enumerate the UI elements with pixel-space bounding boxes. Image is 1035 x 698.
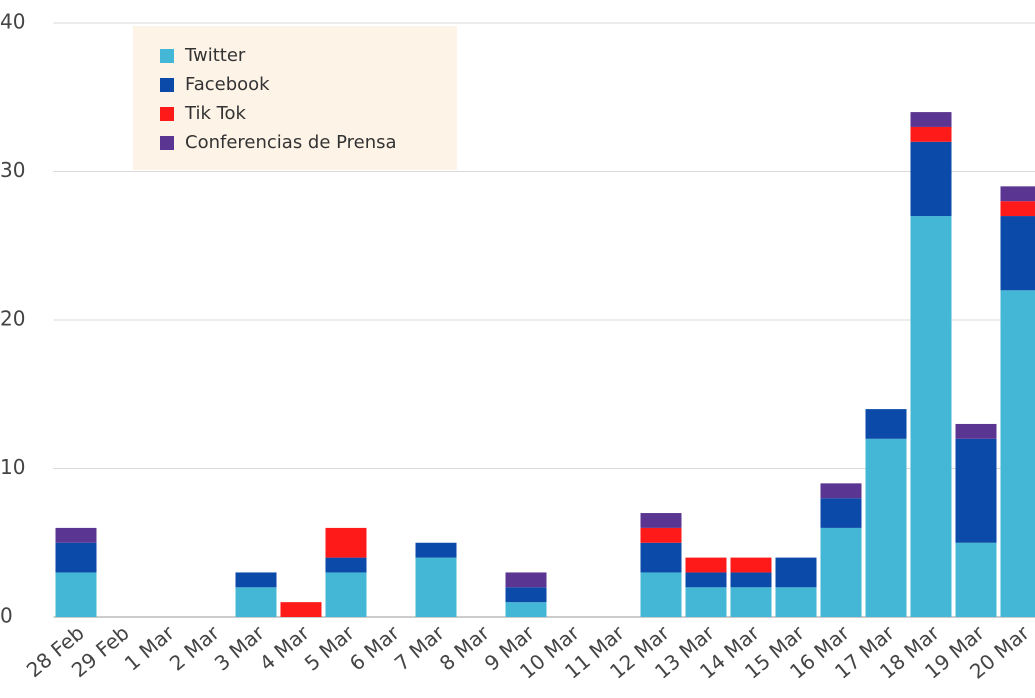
bar-segment [955, 542, 997, 617]
bar-segment [505, 587, 547, 603]
bar-segment [685, 572, 727, 588]
bar-segment [505, 572, 547, 588]
bar-segment [325, 527, 367, 558]
legend-swatch [160, 136, 174, 150]
x-tick-label: 4 Mar [255, 620, 315, 675]
bar-segment [955, 438, 997, 543]
bar-segment [910, 126, 952, 142]
bar-segment [730, 572, 772, 588]
bar-segment [775, 587, 817, 617]
bar-segment [1000, 290, 1035, 617]
bar-segment [55, 572, 97, 617]
bar-segment [910, 141, 952, 217]
bar-segment [55, 542, 97, 573]
bar-segment [640, 542, 682, 573]
bar-segment [730, 587, 772, 617]
bar-segment [820, 483, 862, 499]
bar-segment [820, 498, 862, 528]
bar-segment [865, 438, 907, 617]
bar-segment [955, 423, 997, 439]
bar-segment [775, 557, 817, 588]
bar-segment [640, 572, 682, 617]
bar-segment [235, 587, 277, 617]
bar-segment [415, 542, 457, 558]
bar-segment [505, 602, 547, 617]
x-tick-label: 6 Mar [345, 620, 405, 675]
x-tick-label: 1 Mar [120, 620, 180, 675]
bar-segment [1000, 201, 1035, 217]
bar-segment [685, 557, 727, 573]
y-tick-label: 10 [0, 455, 25, 479]
legend-label: Conferencias de Prensa [185, 132, 397, 153]
bar-segment [280, 602, 322, 617]
bar-segment [235, 572, 277, 588]
x-tick-label: 8 Mar [435, 620, 495, 675]
legend-label: Facebook [185, 74, 270, 95]
bar-segment [55, 527, 97, 543]
y-tick-label: 40 [0, 10, 25, 34]
bar-segment [325, 557, 367, 573]
y-tick-label: 30 [0, 158, 25, 182]
bar-segment [640, 527, 682, 543]
y-tick-label: 20 [0, 307, 25, 331]
bar-segment [1000, 186, 1035, 202]
bar-segment [415, 557, 457, 617]
bar-segment [1000, 216, 1035, 291]
legend-swatch [160, 107, 174, 121]
x-tick-label: 3 Mar [210, 620, 270, 675]
legend-swatch [160, 49, 174, 63]
legend-swatch [160, 78, 174, 92]
x-tick-label: 5 Mar [300, 620, 360, 675]
legend-label: Twitter [184, 45, 246, 66]
bar-segment [685, 587, 727, 617]
legend-box [133, 26, 457, 170]
bar-segment [325, 572, 367, 617]
x-tick-label: 2 Mar [165, 620, 225, 675]
bar-segment [730, 557, 772, 573]
y-tick-label: 0 [0, 604, 13, 628]
x-tick-label: 7 Mar [390, 620, 450, 675]
bar-segment [640, 513, 682, 528]
legend-label: Tik Tok [184, 103, 247, 124]
bar-segment [820, 527, 862, 617]
bar-segment [865, 409, 907, 439]
bar-segment [910, 216, 952, 618]
bar-segment [910, 112, 952, 127]
